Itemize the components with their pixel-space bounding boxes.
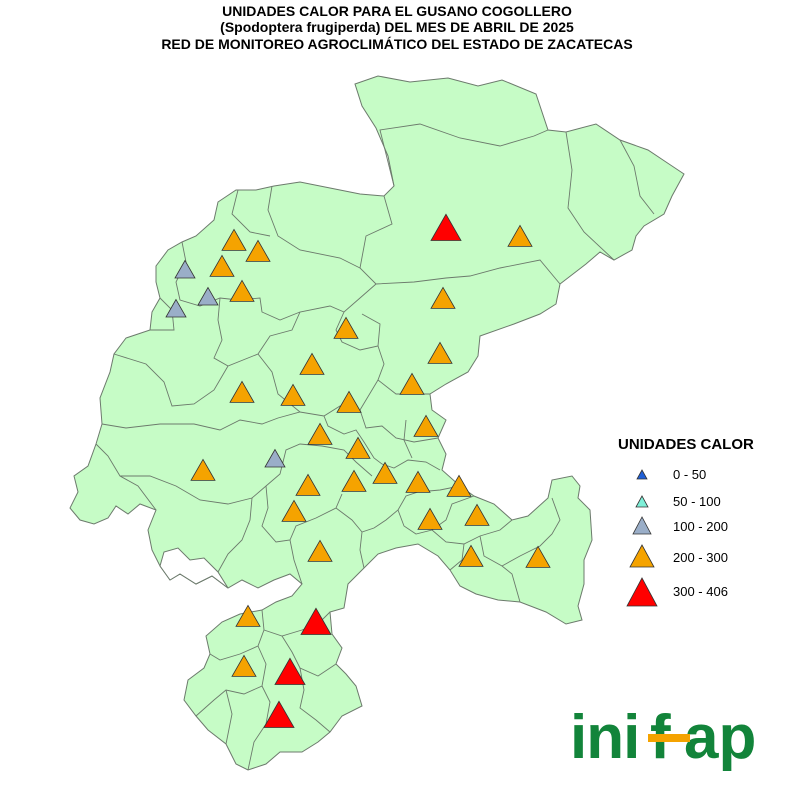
map-title-line-3: RED DE MONITOREO AGROCLIMÁTICO DEL ESTAD… (161, 36, 633, 52)
station-marker-icon (295, 473, 321, 496)
station-marker-icon (190, 458, 216, 481)
legend-label: 300 - 406 (673, 584, 728, 599)
station-marker-icon (430, 286, 456, 309)
triangle-icon (626, 577, 658, 607)
municipal-boundaries (95, 123, 655, 771)
station-marker-icon (507, 224, 533, 247)
legend-item-100-200: 100 - 200 (622, 514, 792, 544)
station-marker-icon (336, 390, 362, 413)
station-marker-icon (231, 654, 257, 677)
triangle-icon (629, 544, 655, 568)
station-marker-icon (281, 499, 307, 522)
station-marker-icon (197, 286, 219, 306)
station-marker-icon (430, 213, 462, 241)
station-marker-icon (399, 372, 425, 395)
station-marker-icon (464, 503, 490, 526)
station-marker-icon (417, 507, 443, 530)
station-marker-icon (263, 700, 295, 728)
legend-label: 100 - 200 (673, 519, 728, 534)
triangle-icon (632, 516, 652, 535)
legend-label: 200 - 300 (673, 550, 728, 565)
legend-item-300-406: 300 - 406 (622, 577, 792, 607)
station-markers (165, 213, 551, 728)
station-marker-icon (372, 461, 398, 484)
station-marker-icon (300, 607, 332, 635)
legend-label: 0 - 50 (673, 467, 707, 482)
station-marker-icon (235, 604, 261, 627)
map-title-line-2: (Spodoptera frugiperda) DEL MES DE ABRIL… (220, 19, 574, 35)
station-marker-icon (458, 544, 484, 567)
station-marker-icon (299, 352, 325, 375)
station-marker-icon (245, 239, 271, 262)
station-marker-icon (229, 279, 255, 302)
svg-text:ap: ap (684, 703, 756, 772)
legend-item-0-50: 0 - 50 (622, 463, 792, 493)
station-marker-icon (413, 414, 439, 437)
station-marker-icon (446, 474, 472, 497)
station-marker-icon (165, 298, 187, 318)
station-marker-icon (307, 539, 333, 562)
map-title-line-1: UNIDADES CALOR PARA EL GUSANO COGOLLERO (222, 3, 572, 19)
station-marker-icon (345, 436, 371, 459)
legend-item-200-300: 200 - 300 (622, 543, 792, 573)
station-marker-icon (307, 422, 333, 445)
inifap-logo: ini f ap (570, 703, 756, 772)
station-marker-icon (264, 448, 286, 468)
station-marker-icon (333, 316, 359, 339)
station-marker-icon (525, 545, 551, 568)
station-marker-icon (427, 341, 453, 364)
station-marker-icon (274, 657, 306, 685)
triangle-icon (635, 495, 649, 508)
station-marker-icon (405, 470, 431, 493)
station-marker-icon (280, 383, 306, 406)
state-outline (69, 75, 685, 771)
legend-label: 50 - 100 (673, 494, 721, 509)
triangle-icon (636, 469, 648, 480)
station-marker-icon (221, 228, 247, 251)
station-marker-icon (174, 259, 196, 279)
station-marker-icon (209, 254, 235, 277)
legend-item-50-100: 50 - 100 (622, 490, 792, 520)
station-marker-icon (341, 469, 367, 492)
svg-text:ini: ini (570, 703, 639, 772)
legend-title: UNIDADES CALOR (618, 436, 754, 453)
station-marker-icon (229, 380, 255, 403)
